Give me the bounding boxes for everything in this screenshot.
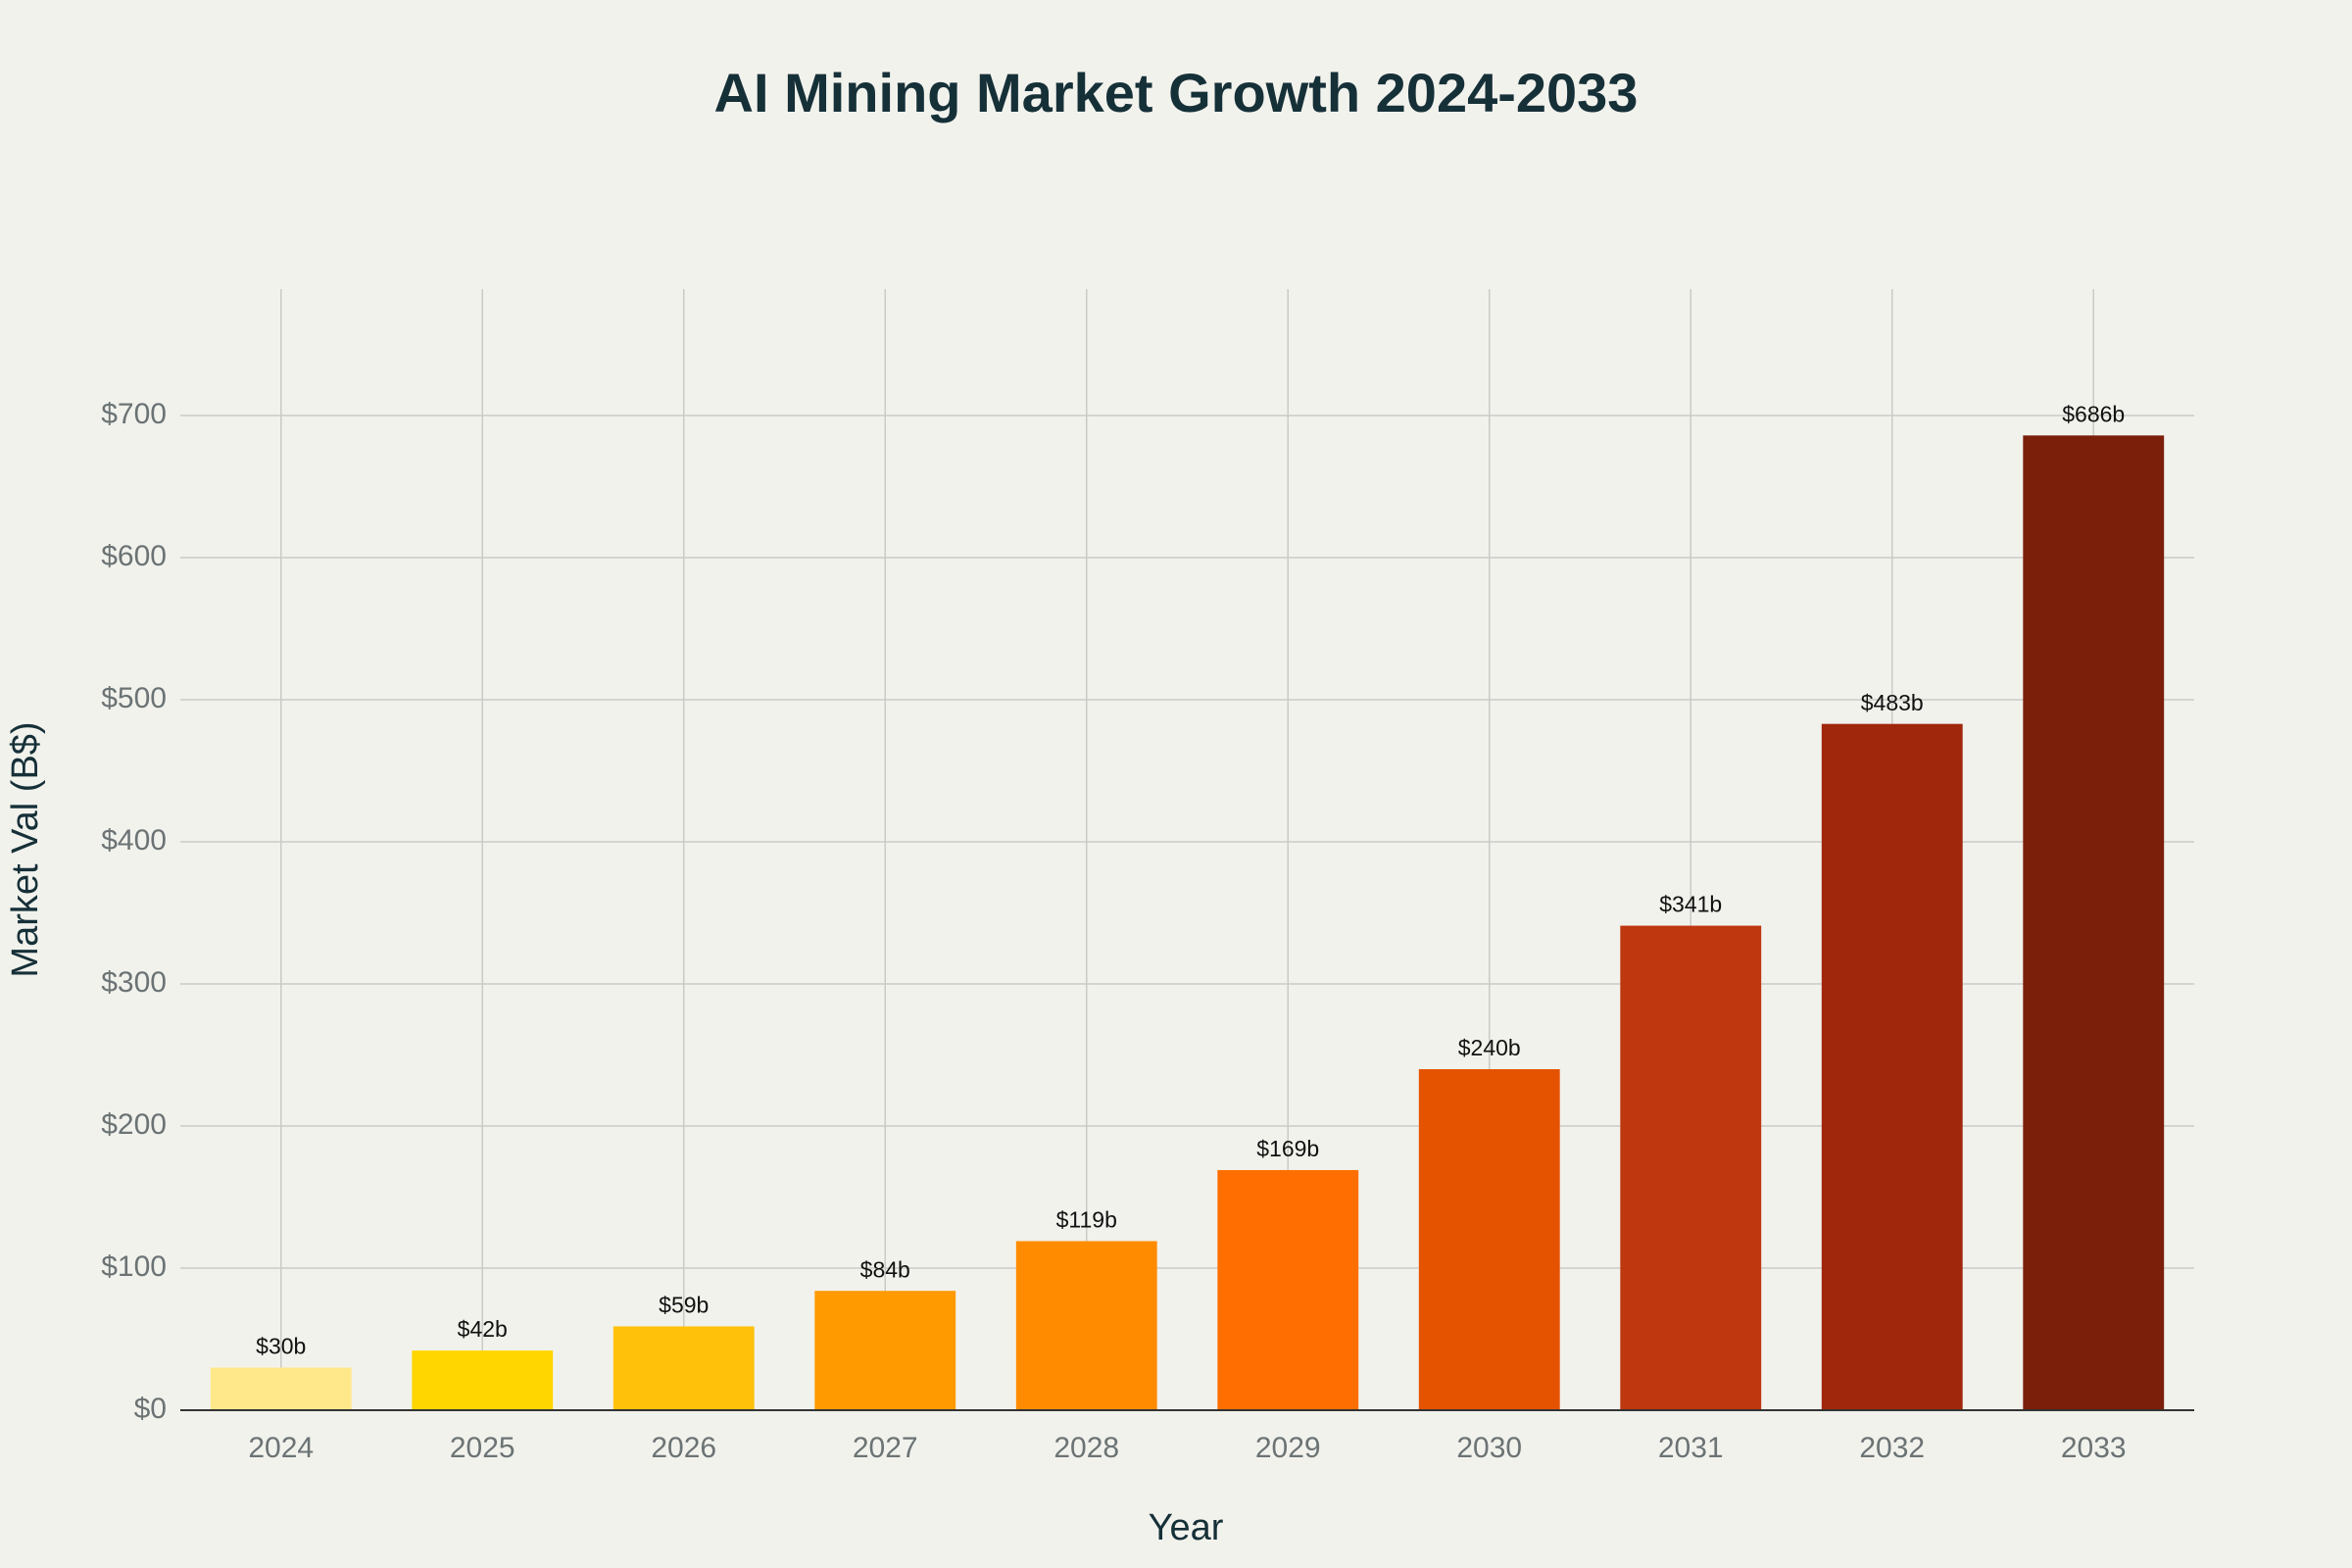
- y-tick-label: $200: [101, 1108, 167, 1141]
- y-tick-label: $400: [101, 824, 167, 857]
- value-label: $59b: [659, 1293, 709, 1318]
- bar: [412, 1350, 554, 1410]
- bar: [1418, 1069, 1560, 1410]
- value-label: $483b: [1861, 690, 1924, 715]
- y-tick-label: $0: [134, 1393, 167, 1425]
- y-tick-label: $100: [101, 1250, 167, 1283]
- bar: [1620, 925, 1762, 1410]
- x-tick-label: 2033: [2061, 1432, 2127, 1464]
- x-axis-title: Year: [1149, 1507, 1224, 1548]
- y-tick-label: $500: [101, 682, 167, 714]
- chart-title: AI Mining Market Growth 2024-2033: [714, 62, 1639, 123]
- y-tick-label: $700: [101, 398, 167, 430]
- x-tick-label: 2027: [853, 1432, 918, 1464]
- bar: [612, 1326, 755, 1410]
- x-tick-label: 2032: [1859, 1432, 1925, 1464]
- y-tick-label: $300: [101, 966, 167, 999]
- value-label: $42b: [458, 1316, 508, 1342]
- y-axis-title: Market Val (B$): [5, 721, 46, 977]
- x-tick-label: 2029: [1255, 1432, 1321, 1464]
- bar: [1821, 723, 1963, 1410]
- value-label: $686b: [2062, 401, 2125, 426]
- value-label: $341b: [1659, 892, 1722, 917]
- bar: [1015, 1241, 1157, 1410]
- x-tick-label: 2024: [248, 1432, 314, 1464]
- value-label: $30b: [256, 1334, 306, 1359]
- bar: [2023, 435, 2165, 1410]
- x-tick-label: 2026: [651, 1432, 716, 1464]
- x-tick-label: 2028: [1054, 1432, 1119, 1464]
- x-tick-label: 2031: [1658, 1432, 1724, 1464]
- y-tick-label: $600: [101, 540, 167, 572]
- value-label: $240b: [1458, 1035, 1521, 1060]
- bar: [210, 1367, 352, 1410]
- value-label: $84b: [860, 1256, 910, 1282]
- value-label: $119b: [1056, 1207, 1117, 1233]
- bar: [814, 1291, 956, 1410]
- x-tick-label: 2030: [1456, 1432, 1522, 1464]
- bar: [1217, 1169, 1359, 1410]
- value-label: $169b: [1256, 1136, 1319, 1161]
- x-tick-label: 2025: [450, 1432, 515, 1464]
